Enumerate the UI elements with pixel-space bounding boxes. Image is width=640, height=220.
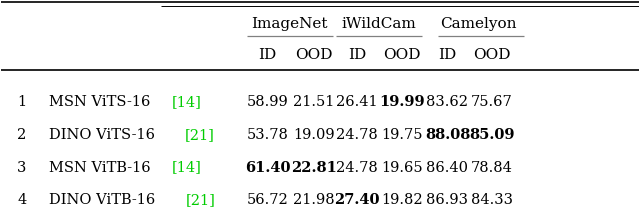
Text: 78.84: 78.84: [471, 161, 513, 174]
Text: MSN ViTS-16: MSN ViTS-16: [49, 95, 155, 109]
Text: 19.75: 19.75: [381, 128, 422, 142]
Text: [21]: [21]: [185, 128, 215, 142]
Text: 75.67: 75.67: [471, 95, 513, 109]
Text: 4: 4: [17, 193, 27, 207]
Text: 86.40: 86.40: [426, 161, 468, 174]
Text: 19.82: 19.82: [381, 193, 422, 207]
Text: 84.33: 84.33: [471, 193, 513, 207]
Text: [14]: [14]: [172, 161, 202, 174]
Text: 19.65: 19.65: [381, 161, 422, 174]
Text: 53.78: 53.78: [247, 128, 289, 142]
Text: Camelyon: Camelyon: [440, 17, 516, 31]
Text: 61.40: 61.40: [245, 161, 291, 174]
Text: 58.99: 58.99: [247, 95, 289, 109]
Text: ID: ID: [438, 48, 456, 62]
Text: 56.72: 56.72: [247, 193, 289, 207]
Text: 21.98: 21.98: [293, 193, 335, 207]
Text: 85.09: 85.09: [469, 128, 515, 142]
Text: 3: 3: [17, 161, 27, 174]
Text: 19.09: 19.09: [293, 128, 335, 142]
Text: DINO ViTS-16: DINO ViTS-16: [49, 128, 160, 142]
Text: [21]: [21]: [186, 193, 216, 207]
Text: DINO ViTB-16: DINO ViTB-16: [49, 193, 160, 207]
Text: 2: 2: [17, 128, 27, 142]
Text: MSN ViTB-16: MSN ViTB-16: [49, 161, 156, 174]
Text: 21.51: 21.51: [293, 95, 334, 109]
Text: 24.78: 24.78: [336, 161, 378, 174]
Text: 1: 1: [17, 95, 26, 109]
Text: ID: ID: [259, 48, 277, 62]
Text: OOD: OOD: [295, 48, 332, 62]
Text: 26.41: 26.41: [336, 95, 378, 109]
Text: iWildCam: iWildCam: [341, 17, 416, 31]
Text: 88.08: 88.08: [425, 128, 470, 142]
Text: OOD: OOD: [383, 48, 420, 62]
Text: ID: ID: [348, 48, 366, 62]
Text: 24.78: 24.78: [336, 128, 378, 142]
Text: ImageNet: ImageNet: [251, 17, 328, 31]
Text: OOD: OOD: [474, 48, 511, 62]
Text: 83.62: 83.62: [426, 95, 468, 109]
Text: 27.40: 27.40: [334, 193, 380, 207]
Text: 22.81: 22.81: [291, 161, 337, 174]
Text: 19.99: 19.99: [379, 95, 424, 109]
Text: 86.93: 86.93: [426, 193, 468, 207]
Text: [14]: [14]: [172, 95, 202, 109]
